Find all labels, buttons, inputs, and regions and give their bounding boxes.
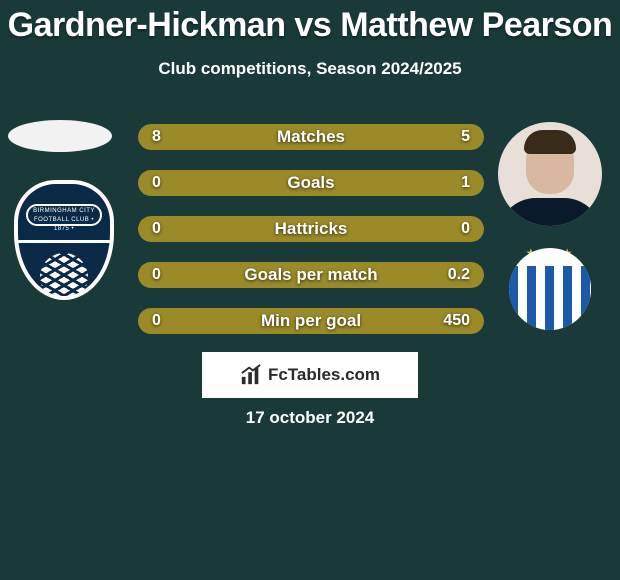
stat-value-right: 0 — [461, 220, 470, 238]
club-badge-left: BIRMINGHAM CITY FOOTBALL CLUB • 1875 • — [14, 180, 114, 310]
stat-value-right: 5 — [461, 128, 470, 146]
stat-label: Hattricks — [138, 219, 484, 239]
stat-label: Goals per match — [138, 265, 484, 285]
stat-row: 0Goals per match0.2 — [138, 262, 484, 288]
stat-bars: 8Matches50Goals10Hattricks00Goals per ma… — [138, 124, 484, 354]
stat-row: 0Min per goal450 — [138, 308, 484, 334]
club-badge-right: ★ ★ ★ — [498, 248, 602, 330]
stat-value-right: 0.2 — [448, 266, 470, 284]
brand-box: FcTables.com — [202, 352, 418, 398]
right-column: ★ ★ ★ — [498, 122, 602, 330]
stat-label: Matches — [138, 127, 484, 147]
stat-label: Goals — [138, 173, 484, 193]
chart-icon — [240, 364, 262, 386]
ball-icon — [40, 253, 88, 300]
shield-icon: BIRMINGHAM CITY FOOTBALL CLUB • 1875 • — [14, 180, 114, 300]
infographic-root: Gardner-Hickman vs Matthew Pearson Club … — [0, 0, 620, 580]
striped-circle-icon — [509, 248, 591, 330]
subtitle: Club competitions, Season 2024/2025 — [0, 59, 620, 79]
stats-area: BIRMINGHAM CITY FOOTBALL CLUB • 1875 • ★… — [0, 110, 620, 360]
stat-row: 0Goals1 — [138, 170, 484, 196]
player-right-avatar — [498, 122, 602, 226]
stat-value-right: 1 — [461, 174, 470, 192]
player-left-avatar — [8, 120, 112, 152]
left-column: BIRMINGHAM CITY FOOTBALL CLUB • 1875 • — [8, 110, 118, 310]
footer-date: 17 october 2024 — [0, 408, 620, 428]
stat-row: 8Matches5 — [138, 124, 484, 150]
stat-label: Min per goal — [138, 311, 484, 331]
stat-value-right: 450 — [443, 312, 470, 330]
page-title: Gardner-Hickman vs Matthew Pearson — [0, 0, 620, 45]
stat-row: 0Hattricks0 — [138, 216, 484, 242]
shield-ribbon-text: BIRMINGHAM CITY FOOTBALL CLUB • 1875 • — [26, 204, 102, 226]
brand-text: FcTables.com — [268, 365, 380, 385]
